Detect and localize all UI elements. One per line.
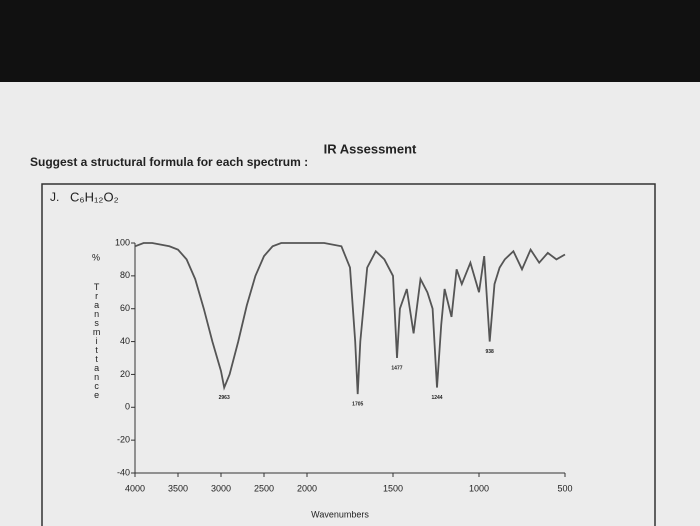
y-axis-unit: % — [92, 252, 100, 262]
x-tick-label: 2000 — [297, 483, 317, 493]
y-tick-label: 20 — [120, 369, 130, 379]
x-tick-label: 1500 — [383, 483, 403, 493]
peak-label: 1244 — [431, 395, 442, 401]
x-tick-label: 3500 — [168, 483, 188, 493]
page-title: IR Assessment — [324, 141, 417, 156]
screen-page — [0, 82, 700, 526]
instruction: Suggest a structural formula for each sp… — [30, 155, 308, 169]
chart: 100 80 60 40 20 0 -20 -40 4000 3500 3000 2500 2000 15… — [92, 237, 573, 519]
y-tick-label: 0 — [125, 402, 130, 412]
y-tick-label: -40 — [117, 467, 130, 477]
x-tick-label: 2500 — [254, 483, 274, 493]
x-axis-label: Wavenumbers — [311, 509, 369, 519]
peak-label: 1705 — [352, 401, 363, 407]
y-tick-label: 40 — [120, 336, 130, 346]
x-tick-label: 4000 — [125, 483, 145, 493]
formula: C₆H₁₂O₂ — [70, 189, 119, 204]
question-number: J. — [50, 190, 59, 204]
peak-label: 2963 — [219, 395, 230, 401]
y-tick-label: 60 — [120, 303, 130, 313]
y-tick-label: -20 — [117, 435, 130, 445]
y-axis-label: Transmittance — [92, 282, 102, 399]
question-box — [41, 183, 656, 526]
peak-label: 1477 — [391, 365, 402, 371]
x-tick-label: 500 — [557, 483, 572, 493]
y-tick-label: 100 — [115, 237, 130, 247]
x-tick-label: 1000 — [469, 483, 489, 493]
spectrum-line — [134, 242, 566, 395]
x-tick-label: 3000 — [211, 483, 231, 493]
peak-label: 938 — [485, 349, 494, 355]
y-tick-label: 80 — [120, 270, 130, 280]
